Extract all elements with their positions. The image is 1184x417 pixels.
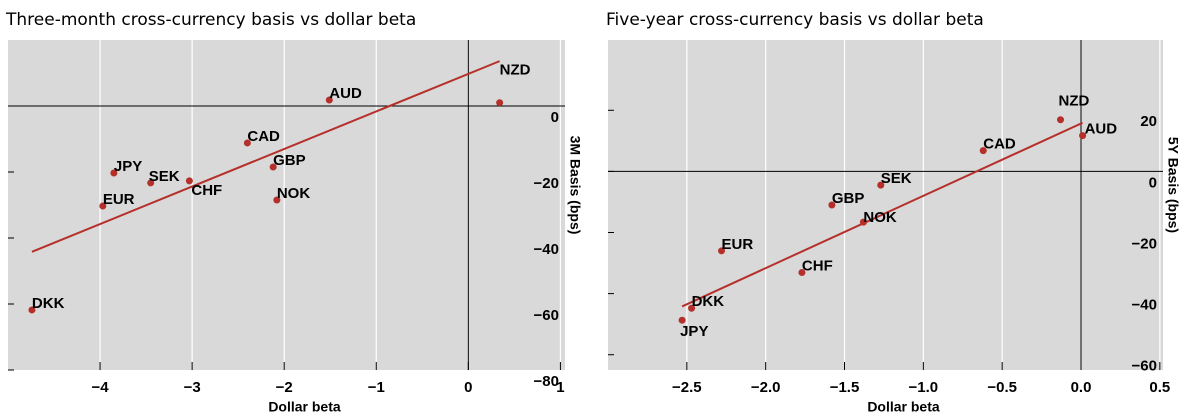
x-tick-label: −0.5 (987, 379, 1017, 396)
point (688, 304, 696, 312)
point-label: NZD (500, 62, 531, 79)
point (110, 169, 118, 177)
y-tick-label: −40 (534, 241, 559, 258)
point (243, 139, 251, 147)
y-tick-label: −80 (534, 373, 559, 390)
point-label: CHF (191, 182, 222, 199)
chart-title: Five-year cross-currency basis vs dollar… (606, 10, 984, 30)
point-label: SEK (149, 168, 180, 185)
point (979, 147, 987, 155)
y-tick-label: −20 (534, 175, 559, 192)
x-tick-label: −2.5 (672, 379, 702, 396)
point (273, 196, 281, 204)
point-label: EUR (103, 191, 135, 208)
x-tick-label: −4 (92, 379, 110, 396)
point-label: CAD (247, 128, 280, 145)
point (1079, 132, 1087, 140)
point (718, 247, 726, 255)
y-tick-label: −20 (1132, 235, 1157, 252)
x-tick-label: −1.0 (909, 379, 939, 396)
x-tick-label: 0.5 (1149, 379, 1170, 396)
point-label: GBP (273, 152, 306, 169)
point-label: DKK (692, 293, 725, 310)
x-tick-label: −1.5 (830, 379, 860, 396)
y-tick-label: 0 (1149, 174, 1157, 191)
point-label: NOK (863, 209, 897, 226)
point-label: AUD (329, 85, 362, 102)
x-axis-label: Dollar beta (867, 399, 940, 415)
point-label: CHF (802, 257, 833, 274)
x-tick-label: −3 (184, 379, 201, 396)
point-label: EUR (722, 236, 754, 253)
point (678, 316, 686, 324)
point (859, 218, 867, 226)
point-label: AUD (1085, 121, 1118, 138)
point-label: GBP (832, 190, 865, 207)
x-tick-label: −2 (276, 379, 293, 396)
plot-area (8, 40, 565, 370)
point (496, 99, 504, 107)
x-tick-label: −1 (368, 379, 385, 396)
point (1057, 116, 1065, 124)
chart-title: Three-month cross-currency basis vs doll… (5, 10, 416, 30)
point (877, 181, 885, 189)
point-label: NZD (1059, 93, 1090, 110)
point (798, 269, 806, 277)
point (147, 179, 155, 187)
point (325, 96, 333, 104)
point-label: CAD (983, 136, 1016, 153)
point-label: JPY (114, 158, 142, 175)
trend-line (681, 121, 1084, 308)
point (99, 202, 107, 210)
trend-line (31, 60, 501, 253)
point (185, 177, 193, 185)
x-axis-label: Dollar beta (268, 399, 341, 415)
y-tick-label: −40 (1132, 297, 1157, 314)
x-tick-label: −2.0 (751, 379, 781, 396)
y-tick-label: −60 (1132, 358, 1157, 375)
point-label: SEK (881, 170, 912, 187)
x-tick-label: 1 (556, 379, 564, 396)
y-tick-label: 0 (551, 109, 559, 126)
point-label: NOK (277, 185, 311, 202)
point-label: DKK (32, 295, 65, 312)
x-tick-label: 0 (464, 379, 472, 396)
y-tick-label: 20 (1140, 113, 1157, 130)
y-axis-label: 5Y Basis (bps) (1165, 137, 1181, 233)
y-axis-label: 3M Basis (bps) (567, 136, 583, 235)
point (269, 163, 277, 171)
y-tick-label: −60 (534, 307, 559, 324)
plot-area (608, 40, 1163, 370)
point-label: JPY (680, 323, 708, 340)
point (28, 306, 36, 314)
x-tick-label: 0.0 (1071, 379, 1092, 396)
point (828, 201, 836, 209)
